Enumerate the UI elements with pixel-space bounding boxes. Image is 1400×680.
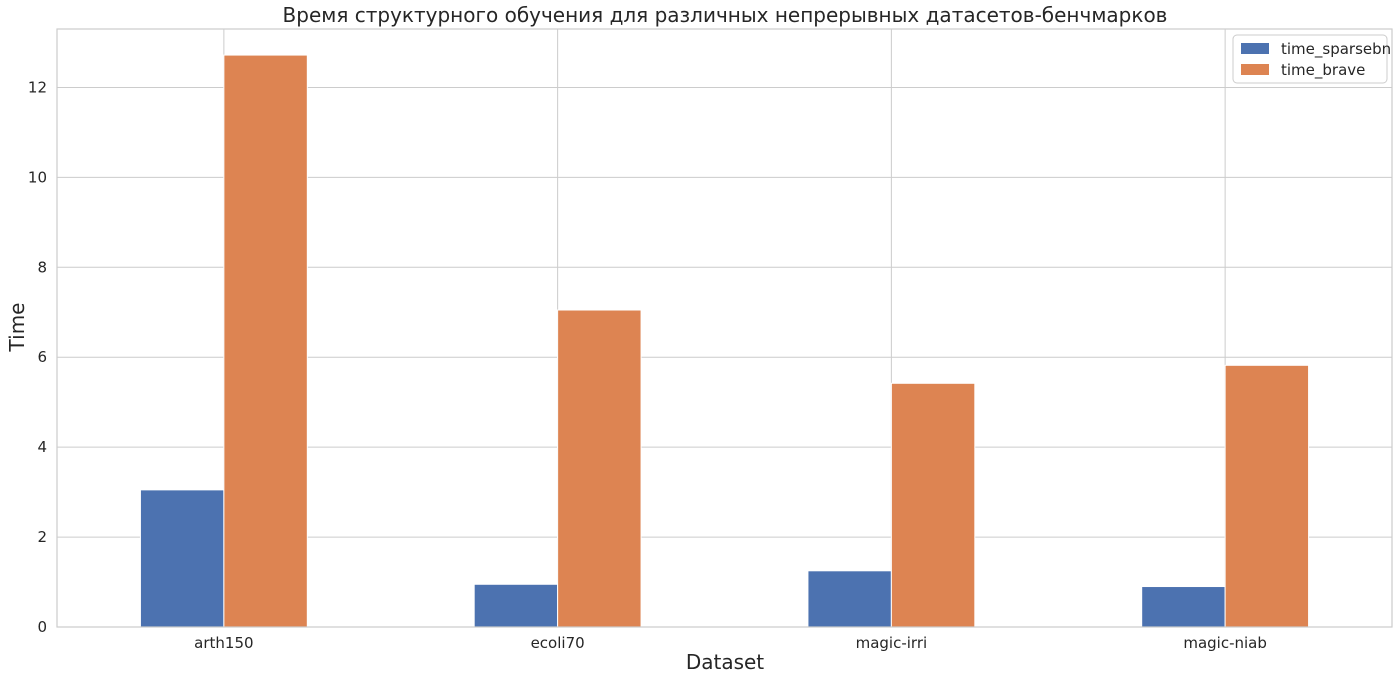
bar-time_sparsebn-arth150 [139, 489, 225, 628]
legend-swatch-time_sparsebn [1241, 43, 1269, 54]
y-tick-label: 10 [28, 168, 47, 186]
x-tick-label: magic-niab [1183, 634, 1267, 652]
y-tick-label: 8 [37, 258, 47, 276]
x-tick-label: magic-irri [856, 634, 928, 652]
y-tick-label: 6 [37, 348, 47, 366]
y-tick-label: 0 [37, 618, 47, 636]
x-tick-label: ecoli70 [531, 634, 585, 652]
x-axis-label: Dataset [686, 650, 764, 674]
bar-time_sparsebn-magic-irri [807, 570, 892, 628]
x-tick-label: arth150 [194, 634, 253, 652]
bar-time_brave-magic-irri [890, 382, 976, 628]
bar-time_sparsebn-magic-niab [1141, 586, 1226, 628]
ticks: 0 2 4 6 8 10 12 arth150 ecoli70 magic-irri magic-n… [28, 78, 1267, 652]
bar-time_sparsebn-ecoli70 [473, 583, 559, 628]
y-tick-label: 2 [37, 528, 47, 546]
legend-box [1232, 34, 1388, 84]
legend-swatch-time_brave [1241, 64, 1269, 75]
bar-time_brave-arth150 [223, 54, 308, 628]
legend-label-time_sparsebn: time_sparsebn [1281, 40, 1391, 59]
y-tick-label: 12 [28, 78, 47, 96]
y-axis-label: Time [5, 303, 29, 353]
y-tick-label: 4 [37, 438, 47, 456]
bar-time_brave-ecoli70 [557, 309, 642, 628]
bars [139, 54, 1310, 628]
chart-title: Время структурного обучения для различны… [283, 3, 1168, 27]
legend: time_sparsebn time_brave [1232, 34, 1391, 84]
bar-time_brave-magic-niab [1224, 364, 1310, 628]
plot-frame [56, 28, 1393, 628]
legend-label-time_brave: time_brave [1281, 61, 1365, 80]
